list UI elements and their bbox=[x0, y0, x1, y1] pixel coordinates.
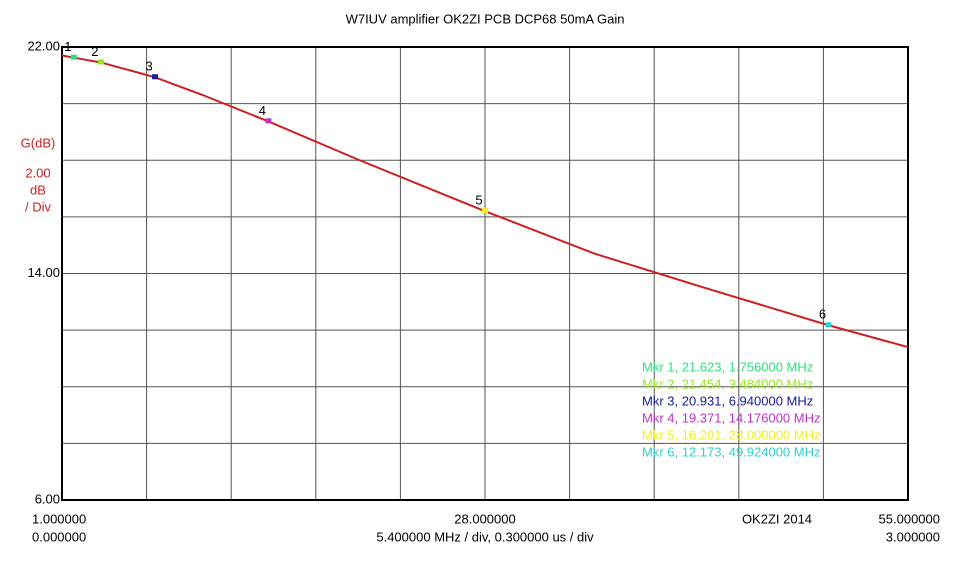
marker-label: 3 bbox=[145, 59, 152, 74]
x-tick-label: 55.000000 bbox=[879, 511, 940, 526]
marker bbox=[825, 322, 832, 328]
y-scale: / Div bbox=[25, 199, 52, 214]
marker bbox=[482, 208, 488, 214]
legend-entry: Mkr 3, 20.931, 6.940000 MHz bbox=[642, 393, 813, 408]
marker-label: 2 bbox=[91, 44, 98, 59]
x2-tick-label: 3.000000 bbox=[886, 529, 940, 544]
legend-entry: Mkr 5, 16.201, 28.000000 MHz bbox=[642, 427, 821, 442]
marker-label: 6 bbox=[819, 307, 826, 322]
x-tick-label: 28.000000 bbox=[454, 511, 515, 526]
legend-entry: Mkr 6, 12.173, 49.924000 MHz bbox=[642, 444, 821, 459]
legend-entry: Mkr 2, 21.454, 3.484000 MHz bbox=[642, 376, 813, 391]
y-tick-label: 6.00 bbox=[35, 491, 60, 506]
marker bbox=[70, 54, 77, 60]
marker-label: 1 bbox=[64, 39, 71, 54]
x2-tick-label: 0.000000 bbox=[32, 529, 86, 544]
marker-label: 5 bbox=[475, 193, 482, 208]
x-tick-label: 1.000000 bbox=[32, 511, 86, 526]
x-axis-label: 5.400000 MHz / div, 0.300000 us / div bbox=[376, 529, 594, 544]
marker bbox=[265, 118, 272, 124]
legend-entry: Mkr 4, 19.371, 14.176000 MHz bbox=[642, 410, 821, 425]
y-tick-label: 14.00 bbox=[27, 265, 60, 280]
marker bbox=[152, 74, 159, 80]
line bbox=[61, 54, 909, 349]
legend-entry: Mkr 1, 21.623, 1.756000 MHz bbox=[642, 359, 813, 374]
plot-frame bbox=[61, 46, 909, 501]
y-scale: dB bbox=[30, 182, 46, 197]
marker bbox=[97, 59, 104, 65]
y-axis-label: G(dB) bbox=[21, 135, 56, 150]
marker-label: 4 bbox=[259, 103, 266, 118]
chart-title: W7IUV amplifier OK2ZI PCB DCP68 50mA Gai… bbox=[346, 11, 625, 26]
y-scale: 2.00 bbox=[25, 165, 50, 180]
credit: OK2ZI 2014 bbox=[742, 511, 812, 526]
y-tick-label: 22.00 bbox=[27, 38, 60, 53]
